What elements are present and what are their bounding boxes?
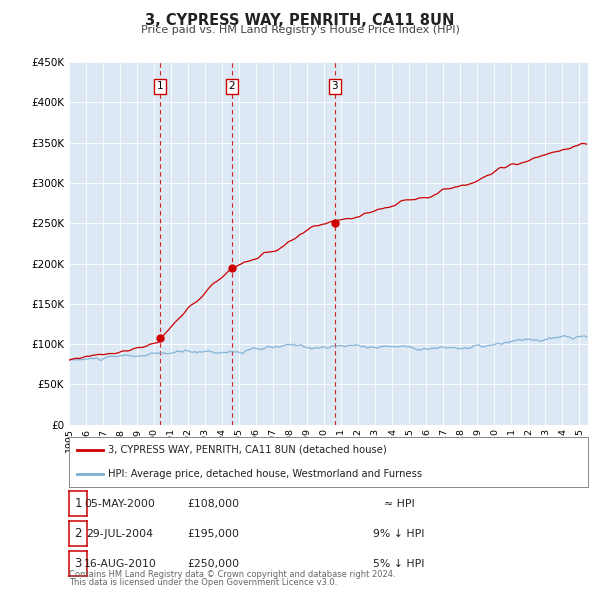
Text: Contains HM Land Registry data © Crown copyright and database right 2024.: Contains HM Land Registry data © Crown c… xyxy=(69,571,395,579)
Text: 05-MAY-2000: 05-MAY-2000 xyxy=(85,499,155,509)
Text: 3: 3 xyxy=(74,557,82,571)
Text: HPI: Average price, detached house, Westmorland and Furness: HPI: Average price, detached house, West… xyxy=(108,468,422,478)
Text: 9% ↓ HPI: 9% ↓ HPI xyxy=(373,529,425,539)
Text: 3, CYPRESS WAY, PENRITH, CA11 8UN: 3, CYPRESS WAY, PENRITH, CA11 8UN xyxy=(145,13,455,28)
Text: 29-JUL-2004: 29-JUL-2004 xyxy=(86,529,154,539)
Text: 2: 2 xyxy=(74,527,82,540)
Text: £250,000: £250,000 xyxy=(187,559,239,569)
Text: £195,000: £195,000 xyxy=(187,529,239,539)
Text: 5% ↓ HPI: 5% ↓ HPI xyxy=(373,559,425,569)
Text: £108,000: £108,000 xyxy=(187,499,239,509)
Text: 16-AUG-2010: 16-AUG-2010 xyxy=(83,559,157,569)
Text: 1: 1 xyxy=(157,81,163,91)
Text: Price paid vs. HM Land Registry's House Price Index (HPI): Price paid vs. HM Land Registry's House … xyxy=(140,25,460,35)
Text: 2: 2 xyxy=(229,81,235,91)
Text: 3, CYPRESS WAY, PENRITH, CA11 8UN (detached house): 3, CYPRESS WAY, PENRITH, CA11 8UN (detac… xyxy=(108,445,386,455)
Text: ≈ HPI: ≈ HPI xyxy=(383,499,415,509)
Text: 3: 3 xyxy=(331,81,338,91)
Text: 1: 1 xyxy=(74,497,82,510)
Text: This data is licensed under the Open Government Licence v3.0.: This data is licensed under the Open Gov… xyxy=(69,578,337,587)
